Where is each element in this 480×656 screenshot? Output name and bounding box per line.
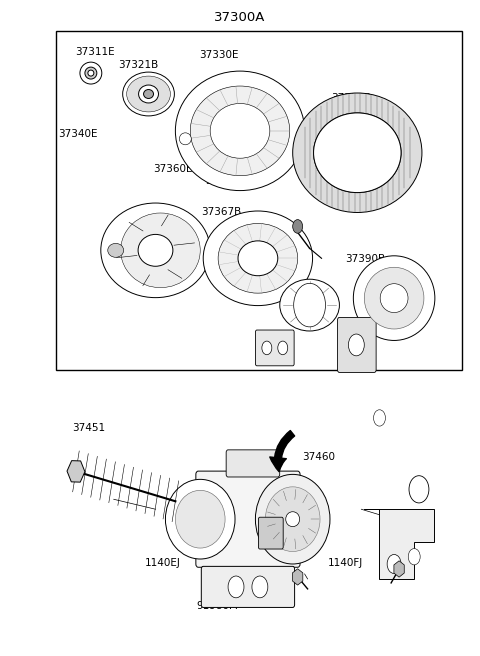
Ellipse shape <box>265 487 320 552</box>
Ellipse shape <box>313 113 401 193</box>
Ellipse shape <box>190 86 290 176</box>
Ellipse shape <box>280 279 339 331</box>
Ellipse shape <box>364 267 424 329</box>
Ellipse shape <box>380 283 408 312</box>
Ellipse shape <box>127 76 170 112</box>
Ellipse shape <box>175 71 305 191</box>
FancyBboxPatch shape <box>255 330 294 366</box>
Ellipse shape <box>120 213 200 288</box>
Text: 37338C: 37338C <box>205 176 246 186</box>
Ellipse shape <box>286 512 300 527</box>
Ellipse shape <box>108 243 124 257</box>
Ellipse shape <box>85 67 97 79</box>
Text: 37368E: 37368E <box>158 251 198 261</box>
Ellipse shape <box>139 85 158 103</box>
Circle shape <box>278 341 288 355</box>
Ellipse shape <box>255 474 330 564</box>
Text: 37460: 37460 <box>302 452 335 462</box>
Text: 37350B: 37350B <box>331 92 371 102</box>
Text: 37330E: 37330E <box>199 50 239 60</box>
Ellipse shape <box>88 70 94 76</box>
Text: 37370B: 37370B <box>263 259 303 269</box>
Text: 37300A: 37300A <box>214 11 266 24</box>
Ellipse shape <box>313 113 401 193</box>
Circle shape <box>348 334 364 356</box>
Ellipse shape <box>218 224 298 293</box>
Ellipse shape <box>180 133 192 145</box>
Ellipse shape <box>80 62 102 84</box>
Ellipse shape <box>203 211 312 306</box>
Circle shape <box>262 341 272 355</box>
Ellipse shape <box>293 93 422 213</box>
Ellipse shape <box>210 104 270 158</box>
Ellipse shape <box>144 89 154 98</box>
Ellipse shape <box>101 203 210 298</box>
Circle shape <box>228 576 244 598</box>
Text: 37340E: 37340E <box>58 129 97 138</box>
Circle shape <box>387 554 401 573</box>
Bar <box>56 31 462 371</box>
Text: 1140EJ: 1140EJ <box>144 558 180 568</box>
Circle shape <box>373 410 385 426</box>
Text: 37451: 37451 <box>72 422 105 433</box>
Ellipse shape <box>166 480 235 559</box>
Text: 37367B: 37367B <box>201 207 241 217</box>
Circle shape <box>294 283 325 327</box>
Circle shape <box>408 548 420 565</box>
Ellipse shape <box>138 234 173 266</box>
Text: 1140FJ: 1140FJ <box>328 558 363 568</box>
Text: 37321B: 37321B <box>118 60 158 70</box>
FancyBboxPatch shape <box>337 318 376 373</box>
FancyBboxPatch shape <box>201 566 295 607</box>
FancyBboxPatch shape <box>258 517 283 549</box>
Ellipse shape <box>175 490 225 548</box>
FancyBboxPatch shape <box>226 450 280 477</box>
Text: 37360E: 37360E <box>153 165 192 174</box>
Text: 37390B: 37390B <box>345 254 385 264</box>
Ellipse shape <box>123 72 174 116</box>
Text: 91980M: 91980M <box>197 601 239 611</box>
FancyArrowPatch shape <box>270 430 295 472</box>
Text: 37311E: 37311E <box>75 47 115 57</box>
Ellipse shape <box>353 256 435 340</box>
Polygon shape <box>364 509 434 579</box>
Circle shape <box>293 220 302 234</box>
Ellipse shape <box>238 241 278 276</box>
FancyBboxPatch shape <box>196 471 300 567</box>
Circle shape <box>409 476 429 503</box>
Circle shape <box>252 576 268 598</box>
